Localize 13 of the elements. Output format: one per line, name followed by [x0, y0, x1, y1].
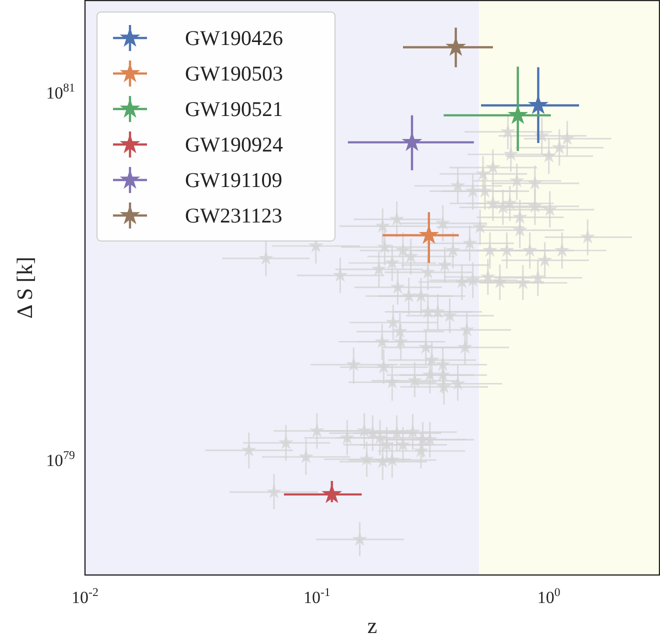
x-tick-label: 10$^{-1}$	[303, 585, 330, 607]
x-tick-label: 10$^{0}$	[537, 585, 560, 607]
y-tick-label: 10$^{81}$	[46, 80, 76, 102]
y-axis-title: Δ S [k]	[12, 256, 37, 319]
x-tick-label: 10$^{-2}$	[72, 585, 99, 607]
legend-label: GW191109	[185, 168, 282, 192]
x-axis-title: z	[367, 613, 378, 638]
y-tick-label: 10$^{79}$	[46, 448, 76, 470]
legend-label: GW231123	[185, 204, 282, 228]
legend-label: GW190426	[185, 26, 283, 50]
legend-label: GW190521	[185, 97, 283, 121]
legend-label: GW190924	[185, 132, 284, 156]
legend-label: GW190503	[185, 62, 283, 86]
